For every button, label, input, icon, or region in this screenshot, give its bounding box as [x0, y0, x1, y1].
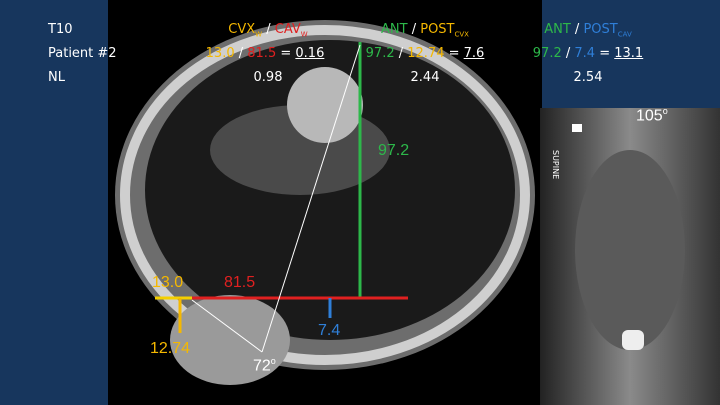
- header: ANT / POSTCVX: [381, 22, 469, 39]
- text: 81.5: [247, 46, 277, 61]
- text: o: [270, 356, 276, 366]
- text: POST: [420, 22, 455, 37]
- xray-angle: 105o: [636, 106, 668, 125]
- text: 12.74: [407, 46, 445, 61]
- ratio: 97.2 / 7.4 = 13.1: [533, 46, 643, 61]
- text: W: [300, 30, 308, 39]
- normal: 2.44: [410, 70, 440, 85]
- text: ANT: [544, 22, 571, 37]
- cav-label: 81.5: [224, 274, 256, 291]
- patient: Patient #2: [48, 46, 117, 61]
- normal: 2.54: [573, 70, 603, 85]
- post-cav-label: 7.4: [318, 322, 341, 339]
- post-cvx-label: 12.74: [150, 340, 191, 357]
- xray-corner: [572, 124, 582, 132]
- text: o: [662, 106, 668, 116]
- cvx-label: 13.0: [152, 274, 184, 291]
- reference: NL: [48, 70, 65, 85]
- text: 105: [636, 107, 663, 125]
- text: /: [561, 46, 575, 61]
- angle-line: [261, 44, 361, 353]
- header: ANT / POSTCAV: [544, 22, 632, 39]
- text: CAV: [274, 22, 301, 37]
- text: CVX: [454, 30, 469, 39]
- text: CVX: [228, 22, 256, 37]
- text: =: [444, 46, 464, 61]
- text: W: [255, 30, 263, 39]
- ct-ribs: [120, 25, 530, 365]
- text: POST: [583, 22, 618, 37]
- text: /: [262, 22, 275, 37]
- text: 13.0: [205, 46, 235, 61]
- text: 72: [253, 357, 271, 375]
- text: =: [276, 46, 296, 61]
- text: 0.16: [295, 46, 325, 61]
- text: /: [407, 22, 421, 37]
- xray-marker-text: SUPINE: [551, 150, 560, 180]
- ratio: 97.2 / 12.74 = 7.6: [366, 46, 485, 61]
- text: /: [234, 46, 248, 61]
- xray-marker: [622, 330, 644, 350]
- header: CVXW / CAVW: [228, 22, 307, 39]
- ct-vertebra: [170, 295, 290, 385]
- text: /: [394, 46, 408, 61]
- text: 97.2: [532, 46, 562, 61]
- text: CAV: [617, 30, 632, 39]
- text: 7.4: [574, 46, 596, 61]
- text: 7.6: [463, 46, 485, 61]
- ratio: 13.0 / 81.5 = 0.16: [206, 46, 325, 61]
- text: ANT: [381, 22, 408, 37]
- text: 13.1: [614, 46, 644, 61]
- ant-label: 97.2: [378, 142, 410, 159]
- ct-aorta: [287, 67, 363, 143]
- level: T10: [48, 22, 73, 37]
- angle-label: 72o: [253, 356, 276, 375]
- text: 97.2: [365, 46, 395, 61]
- text: /: [570, 22, 584, 37]
- xray-torso: [575, 150, 685, 350]
- normal: 0.98: [253, 70, 283, 85]
- angle-line: [191, 299, 263, 353]
- text: =: [595, 46, 615, 61]
